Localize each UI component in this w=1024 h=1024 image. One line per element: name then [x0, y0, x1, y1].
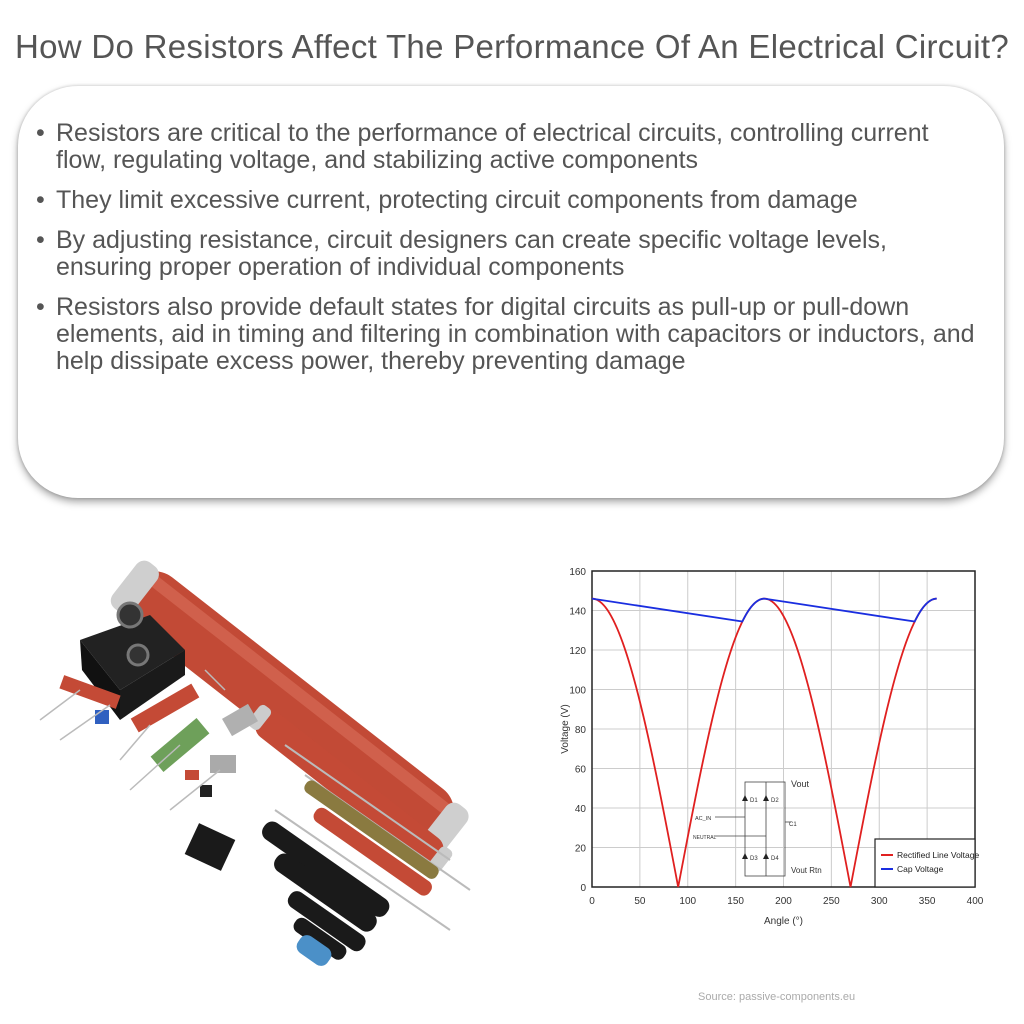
bullet-list: Resistors are critical to the performanc… — [34, 120, 984, 388]
y-tick-label: 100 — [569, 686, 586, 697]
page-title: How Do Resistors Affect The Performance … — [15, 28, 1009, 65]
black-resistor — [262, 821, 390, 917]
legend-label: Cap Voltage — [897, 864, 944, 874]
bullet-item: They limit excessive current, protecting… — [34, 187, 984, 215]
diode-symbol — [763, 795, 769, 801]
bullet-item: Resistors also provide default states fo… — [34, 294, 984, 375]
voltage-chart: 0 50 100 150 200 250 300 350 400 0 20 40 60 80 100 120 1… — [560, 567, 984, 927]
small-components — [39, 669, 258, 871]
black-resistor — [293, 917, 347, 960]
x-tick-label: 0 — [589, 896, 595, 907]
circuit-label: D3 — [750, 856, 758, 862]
x-tick-label: 350 — [919, 896, 936, 907]
circuit-label: AC_IN — [695, 816, 711, 822]
black-resistor — [274, 853, 377, 932]
x-tick-label: 300 — [871, 896, 888, 907]
coil-resistor — [304, 780, 439, 879]
legend-label: Rectified Line Voltage — [897, 850, 979, 860]
y-tick-label: 20 — [575, 844, 587, 855]
y-tick-label: 120 — [569, 646, 586, 657]
circuit-label: Vout Rtn — [791, 866, 822, 875]
y-axis-label: Voltage (V) — [560, 704, 571, 753]
diode-symbol — [742, 795, 748, 801]
circuit-label: Vout — [791, 779, 810, 789]
large-power-resistor — [110, 560, 469, 857]
y-tick-label: 140 — [569, 607, 586, 618]
y-tick-label: 160 — [569, 567, 586, 578]
x-tick-label: 250 — [823, 896, 840, 907]
x-tick-label: 400 — [967, 896, 984, 907]
series-line-1 — [591, 597, 937, 623]
y-tick-label: 60 — [575, 765, 587, 776]
circuit-label: D4 — [771, 856, 779, 862]
circuit-label: C1 — [789, 822, 797, 828]
y-tick-label: 0 — [580, 883, 586, 894]
bullet-item: By adjusting resistance, circuit designe… — [34, 227, 984, 281]
circuit-label: NEUTRAL — [693, 835, 717, 841]
source-credit: Source: passive-components.eu — [698, 991, 856, 1003]
legend-box — [874, 838, 976, 888]
blue-capacitor — [296, 935, 332, 966]
x-axis-label: Angle (°) — [764, 916, 803, 927]
circuit-label: D1 — [750, 798, 758, 804]
black-resistor — [287, 891, 366, 952]
x-tick-label: 150 — [727, 896, 744, 907]
plot-frame — [591, 570, 976, 888]
bullet-item: Resistors are critical to the performanc… — [34, 120, 984, 174]
circuit-label: D2 — [771, 798, 779, 804]
diode-symbol — [742, 853, 748, 859]
x-tick-label: 200 — [775, 896, 792, 907]
x-tick-label: 100 — [679, 896, 696, 907]
diode-symbol — [763, 853, 769, 859]
red-resistor — [313, 807, 432, 896]
resistors-photo — [39, 560, 471, 966]
y-tick-label: 80 — [575, 725, 587, 736]
y-tick-label: 40 — [575, 804, 587, 815]
block-resistor — [80, 601, 185, 720]
x-tick-label: 50 — [634, 896, 646, 907]
